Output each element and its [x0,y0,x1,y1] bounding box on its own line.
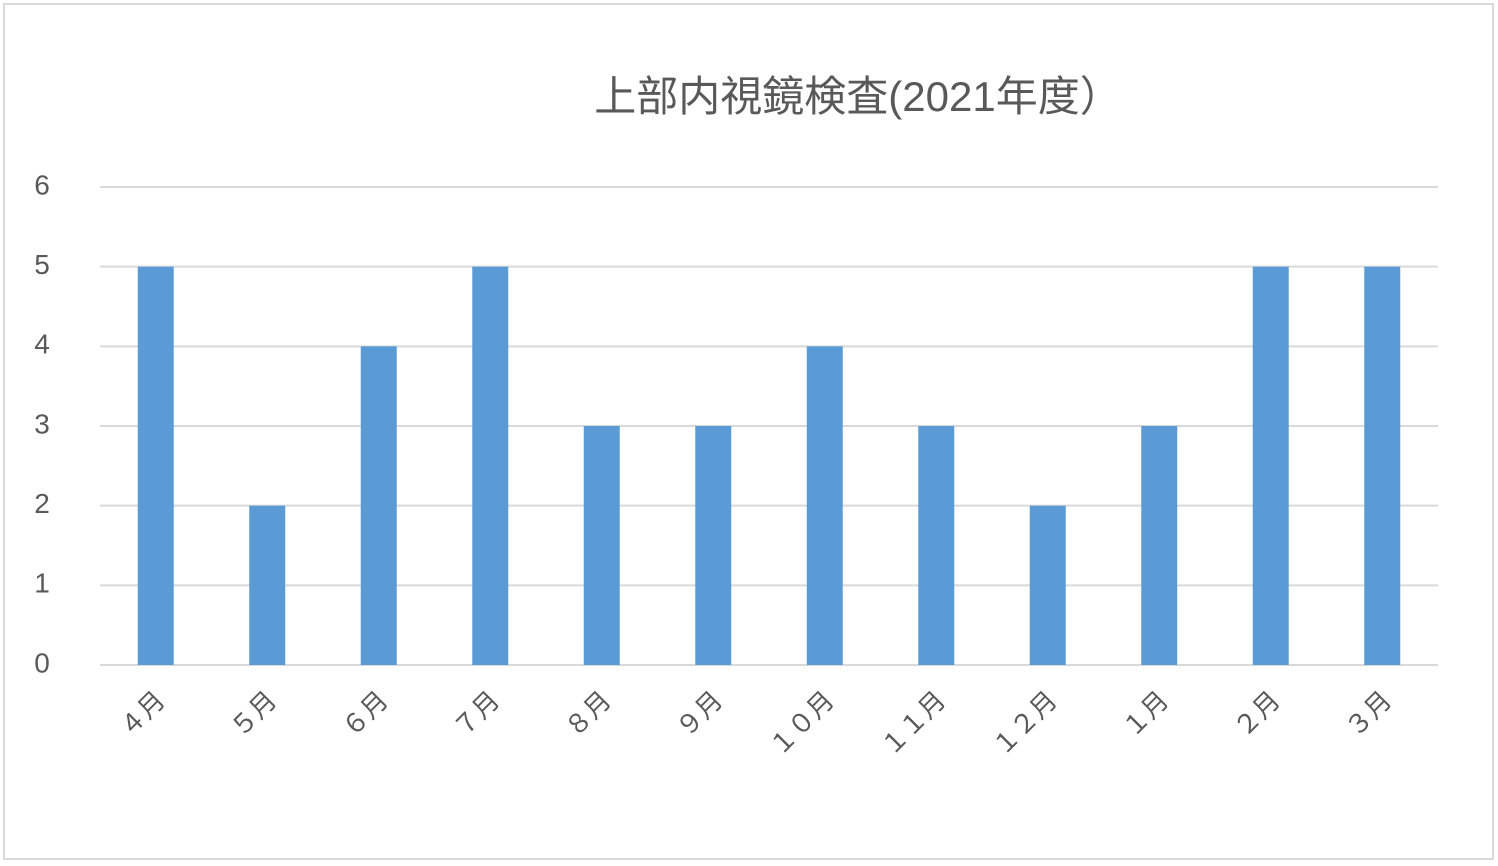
y-tick-label: 3 [34,408,50,439]
bar [806,346,843,665]
y-tick-label: 2 [34,488,50,519]
bar [695,426,732,665]
chart-border [3,3,1494,860]
y-tick-label: 1 [34,568,50,599]
bar [360,346,397,665]
bar [583,426,620,665]
chart-title: 上部内視鏡検査(2021年度） [594,73,1121,120]
bar [1364,266,1401,665]
bar [1029,505,1066,665]
bar [918,426,955,665]
y-tick-label: 0 [34,647,50,678]
bar [249,505,286,665]
y-tick-label: 4 [34,329,50,360]
y-tick-label: 6 [34,169,50,200]
bar [1141,426,1178,665]
bar [137,266,174,665]
bar [1252,266,1289,665]
y-tick-label: 5 [34,249,50,280]
bar [472,266,509,665]
